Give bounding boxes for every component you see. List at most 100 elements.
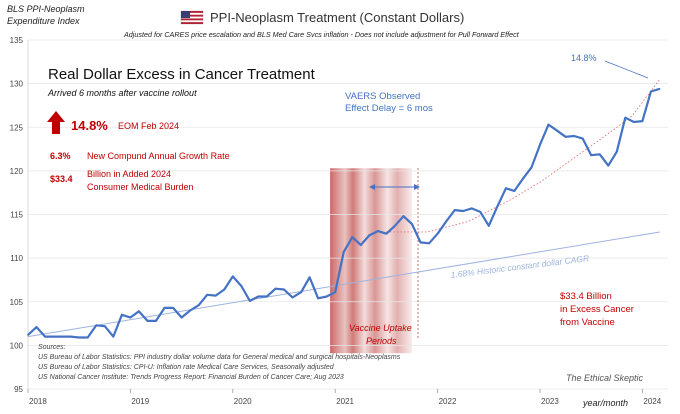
x-tick-label: 2020 (234, 397, 252, 406)
data-point (35, 326, 38, 328)
data-point (368, 234, 371, 237)
y-tick-label: 130 (10, 80, 24, 89)
data-point (325, 295, 328, 298)
main-callout-title: Real Dollar Excess in Cancer Treatment (48, 66, 316, 83)
data-point (564, 135, 567, 138)
data-point (598, 153, 601, 156)
historic-cagr-label: 1.68% Historic constant dollar CAGR (450, 253, 590, 280)
data-point (385, 232, 388, 235)
data-point (240, 285, 243, 287)
data-point (300, 291, 303, 294)
data-point (462, 210, 465, 212)
data-point (351, 236, 354, 239)
data-point (334, 291, 337, 294)
data-point (308, 276, 311, 279)
data-point (377, 230, 379, 232)
data-point (265, 295, 268, 298)
excess-label-line1: $33.4 Billion (560, 291, 612, 302)
sources-line-3: US Bureau of Labor Statistics: CPI-U: In… (38, 364, 335, 371)
chart-subtitle: Adjusted for CARES price escalation and … (123, 30, 520, 39)
y-tick-labels: 95 100 105 110 115 120 125 130 135 (10, 36, 24, 394)
burden-value: $33.4 (50, 174, 73, 184)
data-point (146, 320, 149, 322)
data-point (291, 296, 294, 299)
data-point (581, 137, 584, 140)
delay-double-arrow (369, 184, 420, 190)
top-percent-pointer (604, 60, 649, 79)
data-point (27, 334, 29, 336)
sources-line-2: US Bureau of Labor Statistics: PPI indus… (38, 354, 401, 361)
data-point (624, 116, 627, 119)
percent-increase-value: 14.8% (71, 118, 108, 133)
data-point (86, 336, 89, 339)
data-point (402, 215, 405, 218)
data-point (121, 313, 123, 316)
y-tick-label: 105 (10, 298, 24, 307)
top-percent-label: 14.8% (571, 53, 597, 63)
data-point (274, 287, 277, 290)
chart-title: PPI-Neoplasm Treatment (Constant Dollars… (210, 10, 464, 25)
data-point (342, 251, 345, 253)
data-point (317, 297, 319, 300)
uptake-label-line1: Vaccine Uptake (349, 323, 412, 333)
data-point (95, 324, 98, 327)
historic-trend (27, 78, 661, 338)
x-tick-label: 2022 (439, 397, 457, 406)
y-tick-label: 100 (10, 341, 24, 350)
data-point (556, 129, 559, 132)
burden-label-line1: Billion in Added 2024 (87, 169, 171, 179)
data-point (539, 143, 541, 146)
data-point (547, 123, 550, 126)
up-arrow-icon (47, 111, 65, 134)
data-point (411, 223, 413, 225)
data-point (615, 150, 618, 153)
y-axis-label-line1: BLS PPI-Neoplasm (7, 4, 85, 14)
historic-trendline (27, 231, 660, 338)
data-point (496, 205, 499, 208)
y-axis-label-line2: Expenditure Index (7, 16, 80, 26)
data-point (223, 288, 226, 291)
y-tick-label: 120 (10, 167, 24, 176)
percent-increase-label: EOM Feb 2024 (118, 121, 179, 131)
sources-line-4: US National Cancer Institute: Trends Pro… (38, 374, 344, 381)
cagr-value: 6.3% (50, 151, 71, 161)
vaers-label-line2: Effect Delay = 6 mos (345, 103, 433, 114)
data-point (359, 244, 362, 246)
excess-trendline (386, 78, 661, 233)
data-point (249, 299, 251, 302)
y-tick-label: 135 (10, 36, 24, 45)
data-point (155, 320, 157, 322)
data-point (44, 335, 47, 338)
data-point (61, 335, 63, 338)
burden-label-line2: Consumer Medical Burden (87, 182, 194, 192)
chart-gridlines (27, 39, 668, 393)
data-point (445, 220, 447, 223)
data-point (419, 241, 422, 244)
data-point (129, 316, 132, 319)
data-point (658, 87, 661, 90)
cagr-label: New Compund Annual Growth Rate (87, 151, 230, 161)
data-point (257, 295, 260, 298)
sources-line-1: Sources: (38, 344, 66, 351)
data-point (487, 224, 490, 227)
data-point (163, 306, 166, 309)
data-point (470, 207, 473, 210)
data-point (649, 90, 652, 93)
data-point (52, 335, 55, 338)
data-point (189, 309, 191, 312)
x-tick-label: 2023 (541, 397, 559, 406)
x-axis-title: year/month (582, 398, 628, 408)
x-tick-label: 2021 (336, 397, 354, 406)
data-point (479, 210, 482, 213)
main-callout-subtitle: Arrived 6 months after vaccine rollout (47, 88, 197, 98)
x-tick-labels: 2018 2019 2020 2021 2022 2023 2024 (29, 397, 662, 406)
data-point (112, 335, 115, 338)
uptake-label-line2: Periods (366, 336, 397, 346)
x-tick-label: 2024 (643, 397, 661, 406)
data-point (573, 135, 575, 137)
data-point (393, 224, 396, 227)
data-point (69, 335, 72, 338)
y-tick-label: 125 (10, 123, 24, 132)
data-point (103, 325, 106, 328)
